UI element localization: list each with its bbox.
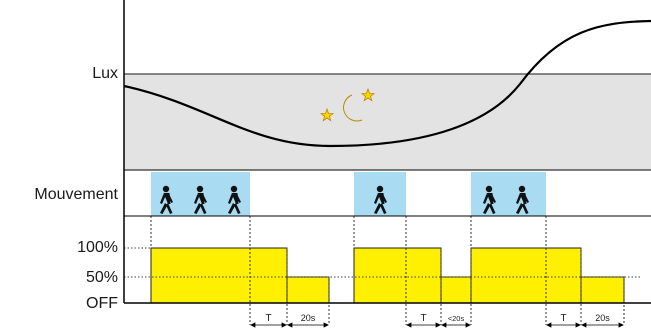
lux-label: Lux: [92, 65, 118, 82]
timer-label: T: [265, 313, 271, 324]
level-100-block: [150, 247, 288, 304]
delay-label: 20s: [595, 313, 610, 323]
lux-threshold-band: [124, 74, 651, 170]
level-50-block: [286, 276, 330, 304]
lux-curve: [123, 19, 651, 148]
timing-dimensions: [250, 322, 624, 328]
motion-block: [471, 172, 546, 216]
light-level-steps: [150, 247, 625, 304]
timer-label: T: [420, 313, 426, 324]
level-100-block: [353, 247, 442, 304]
crescent-moon-with-stars-icon: [319, 87, 376, 122]
level-50-block: [580, 276, 625, 304]
level-50-block: [440, 276, 472, 304]
timer-label: T: [560, 313, 566, 324]
timing-guides: [150, 216, 625, 325]
level-100-label: 100%: [77, 239, 118, 256]
level-100-block: [470, 247, 582, 304]
movement-label: Mouvement: [34, 186, 118, 203]
level-50-label: 50%: [86, 269, 118, 286]
delay-label: 20s: [301, 313, 316, 323]
level-off-label: OFF: [86, 295, 118, 312]
delay-label: <20s: [448, 314, 465, 323]
